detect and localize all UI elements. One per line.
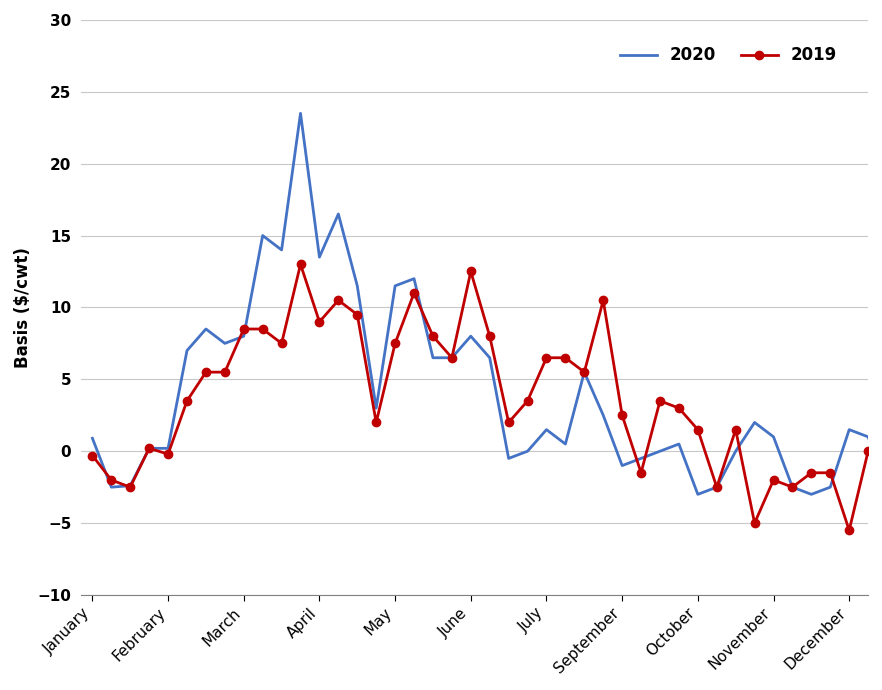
- 2020: [636, 454, 647, 462]
- 2020: [125, 482, 136, 490]
- 2020: [560, 440, 571, 449]
- 2019: [144, 444, 154, 453]
- 2019: [238, 325, 249, 333]
- 2019: [863, 447, 873, 455]
- 2020: [598, 411, 609, 420]
- 2019: [276, 339, 287, 348]
- 2020: [466, 332, 476, 340]
- 2019: [333, 296, 344, 304]
- 2019: [579, 368, 589, 376]
- 2019: [466, 267, 476, 275]
- 2020: [730, 447, 741, 455]
- 2020: [428, 353, 438, 362]
- 2019: [220, 368, 230, 376]
- 2019: [352, 310, 363, 319]
- 2020: [712, 483, 722, 491]
- 2019: [730, 426, 741, 434]
- 2020: [238, 332, 249, 340]
- 2020: [144, 444, 154, 453]
- 2019: [712, 483, 722, 491]
- 2020: [182, 346, 192, 355]
- 2019: [806, 469, 817, 477]
- 2020: [276, 246, 287, 254]
- 2019: [636, 469, 647, 477]
- 2020: [542, 426, 552, 434]
- 2020: [258, 231, 268, 239]
- 2019: [390, 339, 400, 348]
- 2019: [200, 368, 211, 376]
- 2020: [484, 353, 495, 362]
- 2020: [787, 483, 797, 491]
- 2019: [106, 476, 116, 484]
- 2020: [617, 462, 627, 470]
- 2020: [692, 490, 703, 498]
- 2019: [787, 483, 797, 491]
- 2020: [295, 109, 306, 117]
- 2019: [617, 411, 627, 420]
- 2019: [542, 353, 552, 362]
- 2020: [863, 433, 873, 441]
- 2020: [750, 418, 760, 426]
- 2019: [844, 526, 855, 535]
- 2019: [446, 353, 457, 362]
- Y-axis label: Basis ($/cwt): Basis ($/cwt): [14, 247, 32, 368]
- 2020: [522, 447, 533, 455]
- 2019: [408, 289, 419, 297]
- 2020: [200, 325, 211, 333]
- 2019: [692, 426, 703, 434]
- 2019: [371, 418, 382, 426]
- 2019: [125, 483, 136, 491]
- Line: 2019: 2019: [88, 260, 882, 535]
- 2020: [87, 434, 98, 442]
- 2020: [825, 483, 835, 491]
- Line: 2020: 2020: [93, 113, 882, 494]
- 2020: [333, 210, 344, 218]
- 2020: [220, 339, 230, 348]
- 2019: [750, 519, 760, 527]
- 2019: [484, 332, 495, 340]
- 2019: [522, 397, 533, 405]
- 2019: [258, 325, 268, 333]
- 2020: [504, 454, 514, 462]
- 2019: [295, 260, 306, 268]
- 2019: [314, 317, 325, 326]
- 2020: [106, 483, 116, 491]
- Legend: 2020, 2019: 2020, 2019: [613, 40, 844, 71]
- 2019: [768, 476, 779, 484]
- 2019: [560, 353, 571, 362]
- 2020: [768, 433, 779, 441]
- 2020: [806, 490, 817, 498]
- 2019: [654, 397, 665, 405]
- 2019: [163, 450, 174, 458]
- 2020: [390, 282, 400, 290]
- 2019: [87, 451, 98, 460]
- 2020: [446, 353, 457, 362]
- 2020: [408, 275, 419, 283]
- 2019: [182, 397, 192, 405]
- 2020: [674, 440, 684, 449]
- 2020: [163, 444, 174, 453]
- 2020: [579, 368, 589, 376]
- 2019: [598, 296, 609, 304]
- 2019: [504, 418, 514, 426]
- 2020: [352, 282, 363, 290]
- 2019: [825, 469, 835, 477]
- 2020: [654, 447, 665, 455]
- 2019: [674, 404, 684, 412]
- 2020: [844, 426, 855, 434]
- 2020: [371, 404, 382, 412]
- 2020: [314, 253, 325, 262]
- 2019: [428, 332, 438, 340]
